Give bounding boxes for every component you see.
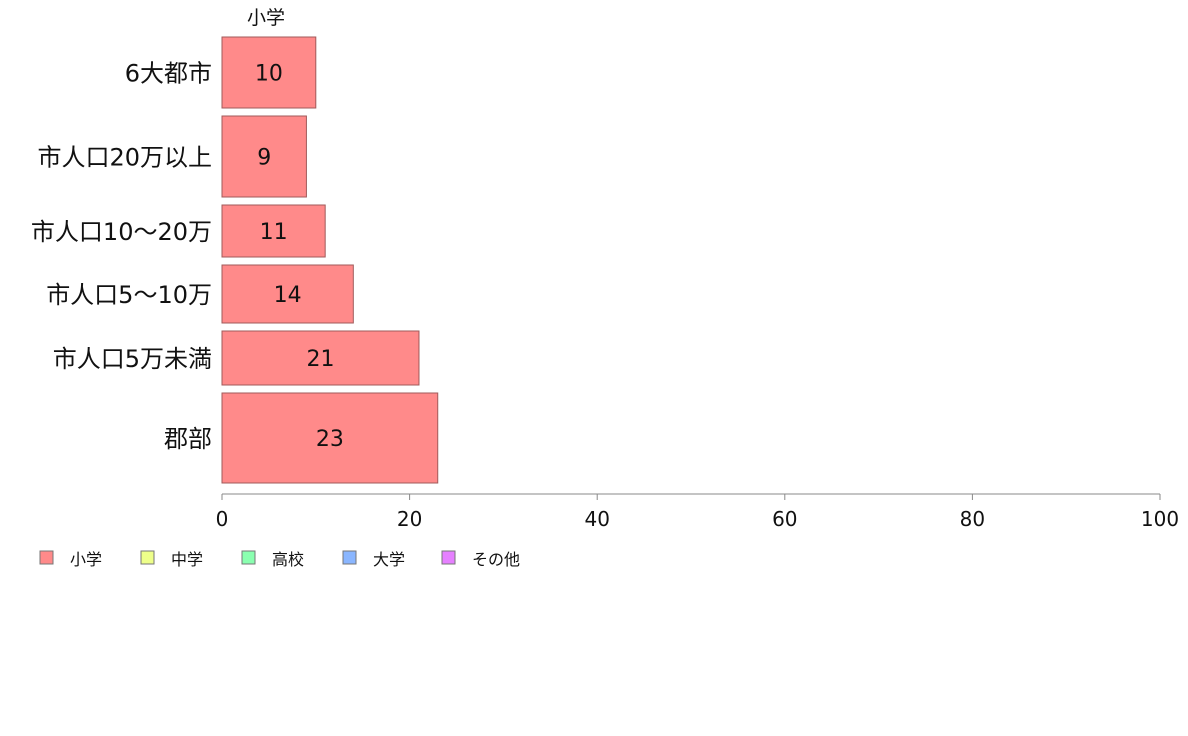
- legend-label: 小学: [70, 550, 102, 569]
- x-tick-label: 20: [397, 507, 422, 531]
- category-label: 6大都市: [125, 60, 212, 88]
- legend-swatch: [39, 550, 54, 565]
- x-axis: 0 20 40 60 80 100: [216, 493, 1179, 531]
- bar: [221, 330, 420, 386]
- bar-value-label: 10: [255, 62, 283, 87]
- category-label: 市人口5万未満: [53, 345, 212, 373]
- x-tick-label: 40: [584, 507, 609, 531]
- category-label: 市人口5～10万: [46, 281, 212, 309]
- legend-label: その他: [472, 550, 520, 569]
- legend-swatch: [140, 550, 155, 565]
- bar: [221, 115, 307, 198]
- category-label: 郡部: [164, 425, 212, 453]
- x-tick-label: 80: [960, 507, 985, 531]
- legend-label: 大学: [373, 550, 405, 569]
- bar: [221, 264, 354, 324]
- bar: [221, 392, 439, 484]
- bar-value-label: 9: [257, 146, 271, 171]
- bars-group: [221, 36, 439, 484]
- bar-value-label: 11: [260, 220, 288, 245]
- legend-label: 高校: [272, 550, 304, 569]
- legend-swatch: [342, 550, 357, 565]
- x-tick-label: 0: [216, 507, 229, 531]
- legend-swatch: [241, 550, 256, 565]
- column-header: 小学: [247, 7, 285, 29]
- bar: [221, 204, 326, 258]
- legend-label: 中学: [171, 550, 203, 569]
- bar-value-label: 21: [306, 347, 334, 372]
- x-tick-label: 100: [1141, 507, 1179, 531]
- legend-swatch: [441, 550, 456, 565]
- value-labels-group: 10 9 11 14 21 23: [255, 62, 344, 453]
- category-label: 市人口10～20万: [31, 218, 212, 246]
- category-label: 市人口20万以上: [37, 144, 212, 172]
- x-tick-label: 60: [772, 507, 797, 531]
- legend: 小学 中学 高校 大学 その他: [39, 550, 520, 569]
- bar-value-label: 14: [274, 283, 302, 308]
- bar-value-label: 23: [316, 427, 344, 452]
- bar: [221, 36, 317, 109]
